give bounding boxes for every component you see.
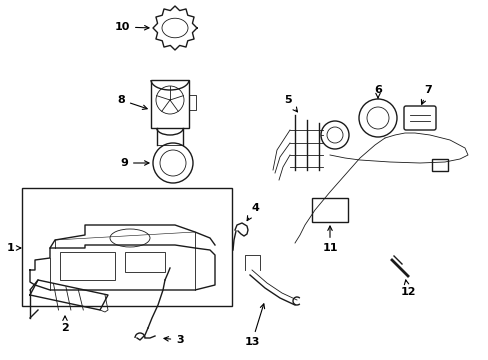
Text: 5: 5 bbox=[284, 95, 297, 112]
Bar bbox=[60, 252, 115, 280]
Text: 6: 6 bbox=[373, 85, 381, 98]
Text: 9: 9 bbox=[120, 158, 149, 168]
Text: 10: 10 bbox=[114, 22, 149, 32]
Text: 2: 2 bbox=[61, 316, 69, 333]
Bar bbox=[311, 198, 347, 222]
Bar bbox=[151, 80, 189, 128]
Text: 11: 11 bbox=[322, 226, 337, 253]
Text: 13: 13 bbox=[244, 304, 264, 347]
Bar bbox=[22, 188, 231, 306]
Text: 7: 7 bbox=[421, 85, 431, 104]
Bar bbox=[431, 159, 447, 171]
Text: 3: 3 bbox=[163, 335, 183, 345]
Text: 12: 12 bbox=[400, 280, 415, 297]
Text: 1: 1 bbox=[6, 243, 20, 253]
Bar bbox=[125, 252, 164, 272]
Text: 8: 8 bbox=[117, 95, 147, 109]
Text: 4: 4 bbox=[246, 203, 259, 221]
